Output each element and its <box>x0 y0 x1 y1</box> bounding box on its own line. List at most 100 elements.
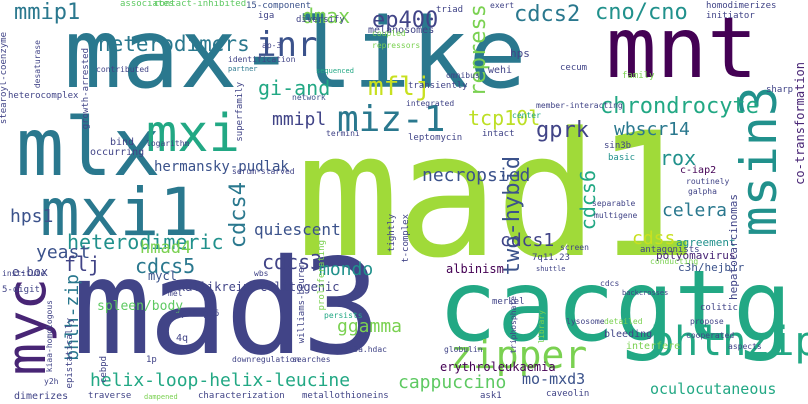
cloud-word: bhlhzip <box>650 319 808 365</box>
cloud-word: routinely <box>686 177 730 186</box>
cloud-word: merkel <box>492 297 525 307</box>
cloud-word: mflj <box>368 72 431 102</box>
cloud-word: persists <box>324 311 363 320</box>
cloud-word: mmipl <box>272 109 327 130</box>
cloud-word: termini <box>326 129 360 138</box>
cloud-word: quiescent <box>254 220 341 239</box>
cloud-word: kiaa-homologous <box>45 300 54 373</box>
cloud-word: gi-and <box>258 76 331 100</box>
cloud-word: homodimerizes <box>706 1 777 11</box>
cloud-word: heterodimers <box>98 32 250 56</box>
cloud-word: contributed <box>96 65 149 74</box>
cloud-word: kallikrein <box>178 280 251 294</box>
cloud-word: separable <box>592 199 636 208</box>
cloud-word: wbs <box>254 269 269 278</box>
cloud-word: cdcs3 <box>262 250 323 274</box>
cloud-word: serum-starved <box>232 167 295 176</box>
cloud-word: heterocomplex <box>8 91 79 101</box>
cloud-word: wbscr14 <box>614 119 690 140</box>
cloud-word: family <box>622 71 655 81</box>
cloud-word: hermansky-pudlak <box>154 159 289 175</box>
cloud-word: inr <box>256 25 318 65</box>
cloud-word: colitic <box>700 303 738 313</box>
cloud-word: cecum <box>560 63 588 73</box>
cloud-word: detailed <box>604 317 643 326</box>
cloud-word: logarithm <box>146 139 190 148</box>
cloud-word: backcrosses <box>622 289 669 297</box>
cloud-word: superfamily <box>235 82 245 142</box>
cloud-word: max-like <box>64 0 527 110</box>
cloud-word: mlx <box>16 101 161 194</box>
cloud-word: galpha <box>688 187 717 196</box>
cloud-word: searches <box>292 355 331 364</box>
cloud-word: mycl <box>148 269 177 283</box>
cloud-word: c3h/hejbir <box>678 261 745 274</box>
cloud-word: stearoyl-coenzyme <box>0 32 9 125</box>
cloud-word: repress <box>466 4 491 97</box>
cloud-word: library <box>537 310 546 344</box>
cloud-word: aspects <box>728 342 762 351</box>
cloud-word: mnt <box>606 0 758 97</box>
cloud-word: initiator <box>706 11 755 21</box>
cloud-word: metallothioneins <box>302 391 389 401</box>
cloud-word: mondo <box>319 259 374 280</box>
cloud-word: mo-mxd3 <box>522 370 586 388</box>
cloud-word: tcp10l <box>468 106 541 130</box>
cloud-word: ap-3 <box>262 41 282 50</box>
cloud-word: williams-beuren <box>297 262 307 344</box>
cloud-word: mel <box>168 289 183 298</box>
cloud-word: shuttle <box>536 265 566 273</box>
cloud-word: 4q <box>176 333 189 344</box>
cloud-word: mxi <box>146 104 240 164</box>
cloud-word: miz-1 <box>337 99 446 140</box>
cloud-word: identification <box>228 55 296 64</box>
cloud-word: gprk <box>536 118 589 143</box>
cloud-word: propose <box>690 317 724 326</box>
cloud-word: sequenced <box>316 67 354 75</box>
cloud-word: ask1 <box>480 391 502 401</box>
cloud-word: repressors <box>372 41 421 50</box>
cloud-word: cno/cno <box>595 0 688 25</box>
cloud-word: zipper <box>450 333 588 377</box>
cloud-word: tightly <box>387 214 397 252</box>
cloud-word: polyomavirus <box>656 249 736 262</box>
cloud-word: multigene <box>594 211 638 220</box>
cloud-word: member-interacting <box>536 101 623 110</box>
cloud-word: cdcs <box>600 279 620 288</box>
cloud-word: heterodimeric <box>67 230 224 254</box>
cloud-word: sharp <box>766 85 794 95</box>
cloud-word: epistatically <box>65 318 75 389</box>
cloud-word: bind <box>110 137 135 148</box>
cloud-word: yeast <box>36 242 91 263</box>
cloud-word: c-iap2 <box>680 165 717 176</box>
cloud-word: exert <box>490 1 515 10</box>
cloud-word: proliferating <box>317 240 327 311</box>
cloud-word: y2h <box>44 377 59 386</box>
cloud-word: cdcs4 <box>226 182 251 249</box>
cloud-word: cdcs2 <box>514 2 581 27</box>
cloud-word: hps1 <box>10 206 54 227</box>
cloud-word: flj <box>64 252 101 276</box>
cloud-word: omnibus <box>446 71 480 80</box>
cloud-word: necropsied <box>422 165 531 186</box>
cloud-word: rox <box>660 146 697 170</box>
cloud-word: triphosphate <box>509 296 518 354</box>
cloud-word: dampened <box>144 393 178 401</box>
cloud-word: downregulation <box>232 355 300 364</box>
cloud-word: e-box <box>12 265 49 279</box>
cloud-word: triad <box>436 5 464 15</box>
cloud-word: desaturase <box>33 40 42 89</box>
cloud-word: 4p15-p16 <box>176 309 220 319</box>
cloud-word: chrondrocyte <box>600 94 759 119</box>
cloud-word: wehi <box>488 65 513 76</box>
cloud-word: oculocutaneous <box>650 380 777 398</box>
cloud-word: transiently <box>408 81 468 91</box>
cloud-word: cebpd <box>99 356 109 384</box>
cloud-word: cdcs5 <box>135 254 196 278</box>
cloud-word: ep400 <box>372 8 439 33</box>
cloud-word: growth-arrested <box>81 48 91 130</box>
cloud-word: intact <box>482 129 515 139</box>
cloud-word: mad1 <box>296 95 698 296</box>
cloud-word: msin3a.hdac <box>334 345 387 354</box>
